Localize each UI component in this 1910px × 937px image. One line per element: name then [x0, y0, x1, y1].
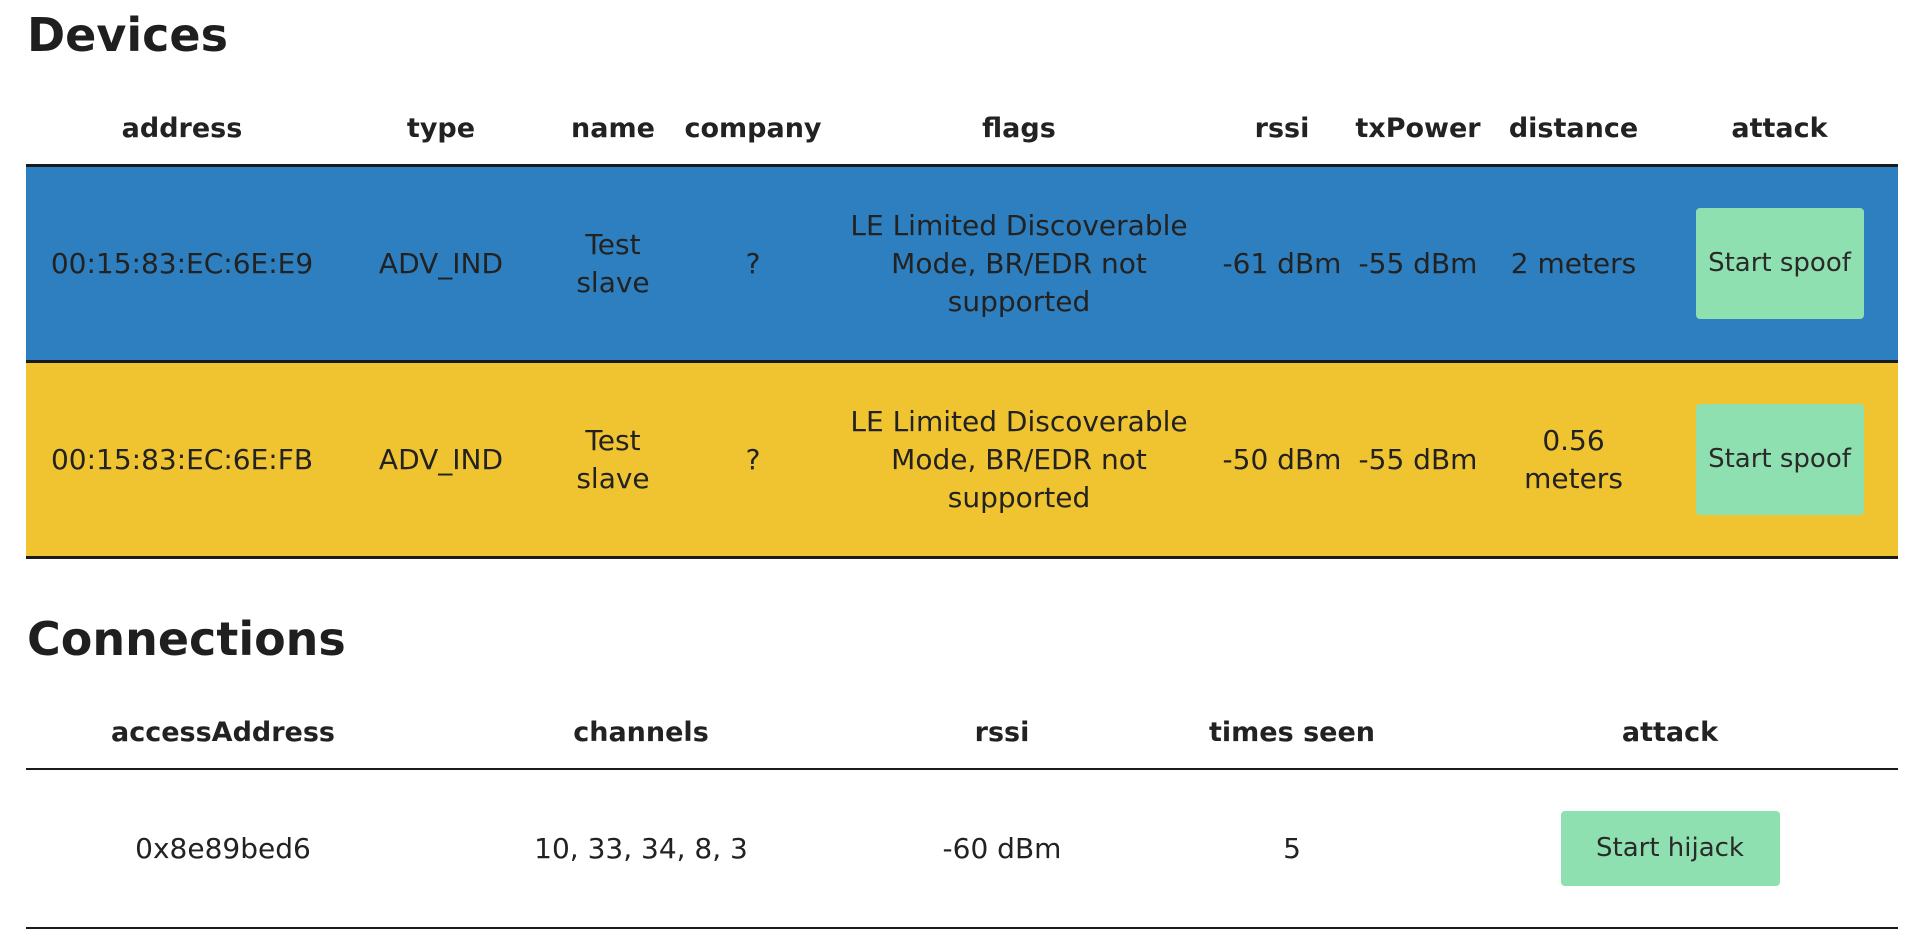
device-flags: LE Limited Discoverable Mode, BR/EDR not…: [850, 404, 1188, 514]
connection-row[interactable]: 0x8e89bed6 10, 33, 34, 8, 3 -60 dBm 5 St…: [26, 769, 1898, 928]
connections-table: accessAddress channels rssi times seen a…: [26, 696, 1898, 929]
column-header-access-address[interactable]: accessAddress: [110, 716, 335, 748]
connection-channels: 10, 33, 34, 8, 3: [534, 831, 748, 865]
connection-rssi: -60 dBm: [942, 831, 1062, 865]
device-attack-cell: Start spoof: [1661, 166, 1898, 362]
device-distance: 2 meters: [1510, 246, 1637, 280]
device-flags: LE Limited Discoverable Mode, BR/EDR not…: [850, 208, 1188, 318]
device-distance: 0.56 meters: [1524, 423, 1623, 495]
column-header-channels[interactable]: channels: [573, 716, 709, 748]
device-type: ADV_IND: [378, 442, 504, 476]
device-rssi: -50 dBm: [1222, 442, 1342, 476]
connection-attack-cell: Start hijack: [1442, 769, 1898, 928]
column-header-distance[interactable]: distance: [1508, 112, 1639, 144]
start-hijack-button[interactable]: Start hijack: [1560, 811, 1780, 886]
connections-section-title: Connections: [27, 612, 346, 666]
device-rssi: -61 dBm: [1222, 246, 1342, 280]
device-txpower: -55 dBm: [1358, 442, 1478, 476]
column-header-company[interactable]: company: [684, 112, 822, 144]
column-header-attack: attack: [1731, 112, 1828, 144]
column-header-address[interactable]: address: [121, 112, 243, 144]
column-header-attack: attack: [1621, 716, 1719, 748]
device-attack-cell: Start spoof: [1661, 362, 1898, 558]
column-header-flags[interactable]: flags: [982, 112, 1056, 144]
device-address: 00:15:83:EC:6E:FB: [50, 442, 314, 476]
device-address: 00:15:83:EC:6E:E9: [50, 246, 314, 280]
start-spoof-button[interactable]: Start spoof: [1695, 404, 1864, 515]
device-name: Test slave: [576, 227, 650, 299]
devices-table: address type name company flags rssi txP…: [26, 92, 1898, 559]
connection-times-seen: 5: [1283, 831, 1301, 865]
column-header-type[interactable]: type: [406, 112, 476, 144]
device-row[interactable]: 00:15:83:EC:6E:E9 ADV_IND Test slave ? L…: [26, 165, 1898, 362]
column-header-txpower[interactable]: txPower: [1355, 112, 1481, 144]
device-company: ?: [745, 246, 761, 280]
device-company: ?: [745, 442, 761, 476]
column-header-times-seen[interactable]: times seen: [1209, 716, 1375, 748]
device-name: Test slave: [576, 423, 650, 495]
column-header-name[interactable]: name: [571, 112, 655, 144]
column-header-rssi[interactable]: rssi: [974, 716, 1030, 748]
connection-access-address: 0x8e89bed6: [135, 831, 311, 865]
connections-header-row: accessAddress channels rssi times seen a…: [26, 696, 1898, 769]
devices-section-title: Devices: [27, 8, 228, 62]
start-spoof-button[interactable]: Start spoof: [1695, 208, 1864, 319]
devices-header-row: address type name company flags rssi txP…: [26, 92, 1898, 166]
device-txpower: -55 dBm: [1358, 246, 1478, 280]
device-row[interactable]: 00:15:83:EC:6E:FB ADV_IND Test slave ? L…: [26, 361, 1898, 558]
device-type: ADV_IND: [378, 246, 504, 280]
column-header-rssi[interactable]: rssi: [1254, 112, 1310, 144]
